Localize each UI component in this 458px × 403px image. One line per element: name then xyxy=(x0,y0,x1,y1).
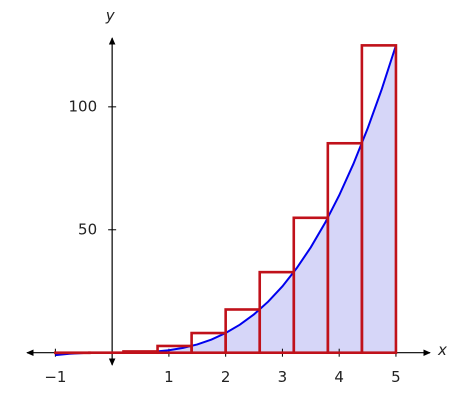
x-tick-label: −1 xyxy=(44,368,66,386)
x-tick-label: 2 xyxy=(221,368,231,386)
y-tick-label: 50 xyxy=(78,220,97,238)
x-tick-label: 1 xyxy=(164,368,174,386)
x-tick-label: 4 xyxy=(334,368,344,386)
y-axis-label: y xyxy=(105,7,116,25)
riemann-rectangle xyxy=(122,350,159,355)
riemann-rectangle xyxy=(360,44,398,355)
x-tick-label: 5 xyxy=(391,368,401,386)
x-axis-label: x xyxy=(437,341,447,359)
x-tick-label: 3 xyxy=(278,368,288,386)
area-under-curve xyxy=(55,45,396,356)
y-tick-label: 100 xyxy=(69,97,98,115)
